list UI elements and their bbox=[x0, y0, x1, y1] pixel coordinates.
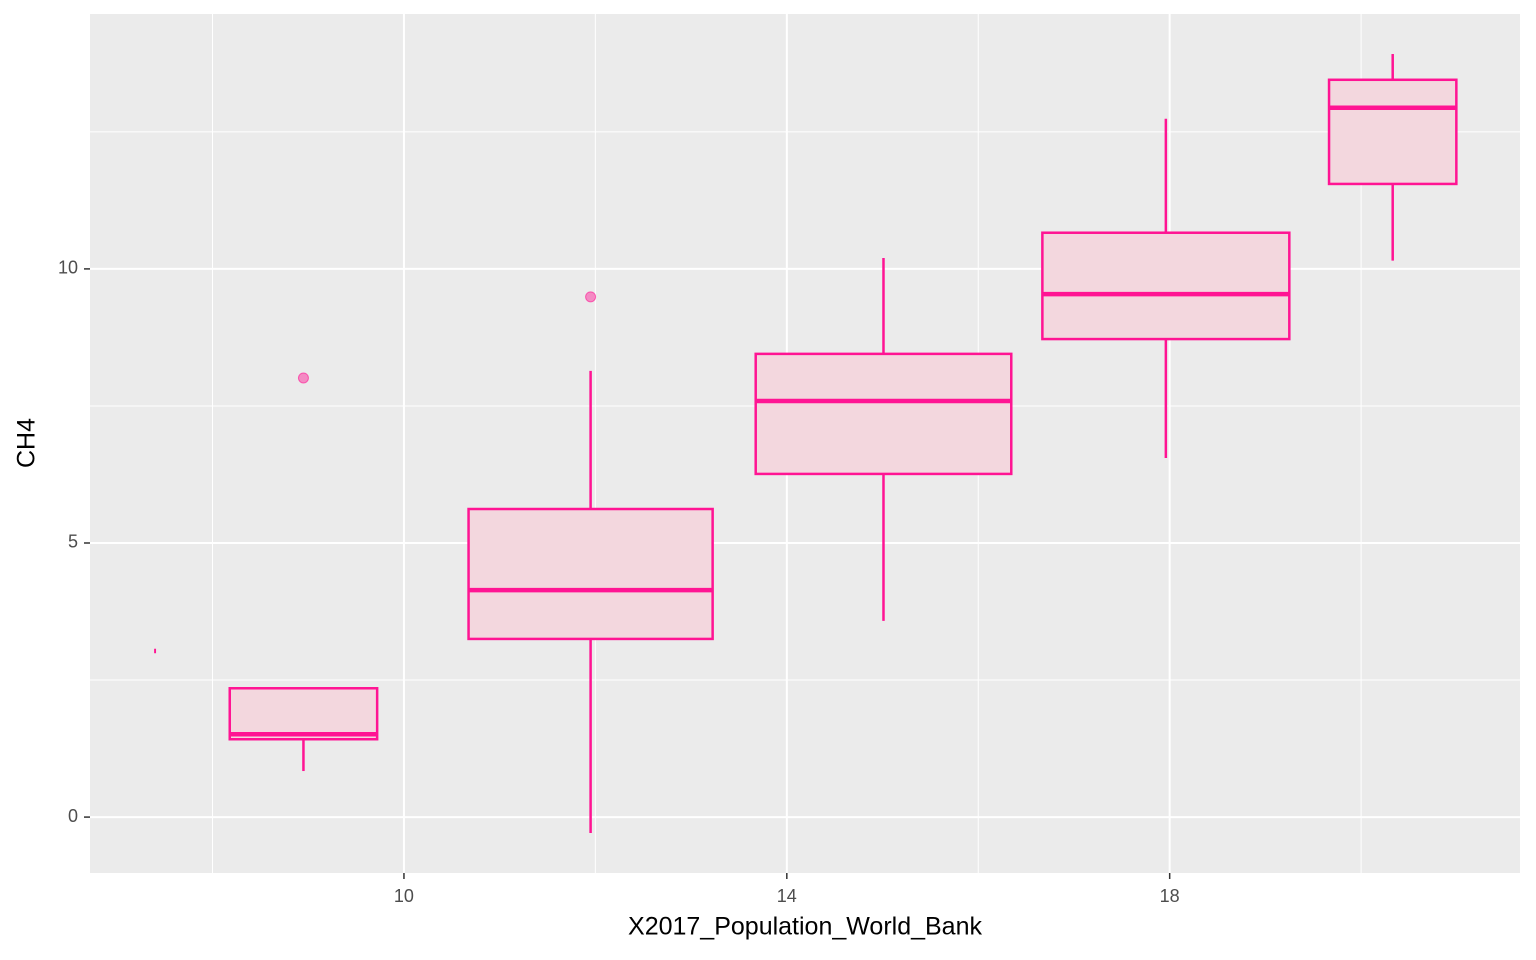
x-tick-label: 14 bbox=[777, 886, 797, 906]
x-tick-label: 18 bbox=[1160, 886, 1180, 906]
box bbox=[467, 507, 714, 641]
x-tick-label: 10 bbox=[394, 886, 414, 906]
y-tick-label: 5 bbox=[68, 532, 78, 552]
box bbox=[1327, 78, 1458, 186]
box bbox=[754, 352, 1013, 476]
box bbox=[1041, 231, 1291, 341]
y-tick-label: 0 bbox=[68, 806, 78, 826]
x-axis-title: X2017_Population_World_Bank bbox=[628, 913, 982, 941]
outlier bbox=[297, 372, 309, 384]
y-axis-title: CH4 bbox=[13, 418, 41, 468]
y-tick-label: 10 bbox=[58, 258, 78, 278]
box bbox=[228, 687, 379, 741]
outlier bbox=[585, 291, 597, 303]
